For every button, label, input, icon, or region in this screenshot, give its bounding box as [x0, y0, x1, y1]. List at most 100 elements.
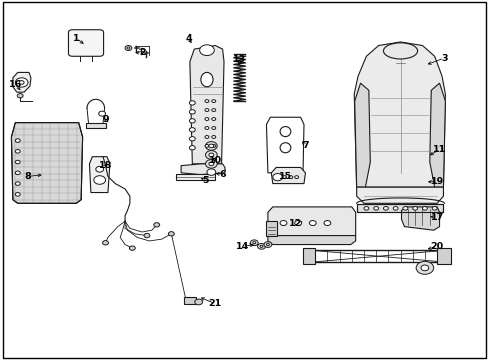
Bar	[436, 248, 450, 264]
Polygon shape	[266, 117, 304, 173]
Polygon shape	[13, 72, 31, 92]
Circle shape	[15, 78, 28, 87]
Text: 7: 7	[302, 141, 308, 150]
Circle shape	[294, 221, 301, 226]
Ellipse shape	[383, 43, 417, 59]
Bar	[356, 204, 443, 212]
Circle shape	[420, 265, 428, 271]
Circle shape	[252, 242, 255, 244]
Circle shape	[154, 223, 159, 227]
Circle shape	[15, 193, 20, 196]
FancyBboxPatch shape	[68, 30, 103, 56]
Circle shape	[205, 141, 217, 150]
Circle shape	[208, 162, 213, 166]
Ellipse shape	[201, 72, 213, 87]
Circle shape	[211, 118, 215, 121]
Text: 18: 18	[99, 161, 112, 170]
Bar	[303, 248, 315, 264]
Circle shape	[94, 176, 105, 184]
Circle shape	[96, 166, 103, 172]
Text: 3: 3	[440, 54, 447, 63]
Circle shape	[260, 245, 263, 247]
Circle shape	[129, 246, 135, 250]
Text: 16: 16	[9, 81, 22, 90]
Circle shape	[288, 176, 292, 179]
Circle shape	[211, 144, 215, 147]
Ellipse shape	[280, 143, 290, 153]
Polygon shape	[353, 42, 445, 187]
Circle shape	[205, 150, 217, 159]
Circle shape	[373, 207, 378, 210]
Circle shape	[266, 243, 269, 246]
Circle shape	[144, 233, 150, 238]
Circle shape	[250, 240, 258, 246]
Circle shape	[206, 169, 215, 175]
Circle shape	[189, 101, 195, 105]
Bar	[266, 221, 277, 235]
Bar	[86, 123, 105, 128]
Bar	[356, 204, 443, 212]
Circle shape	[415, 261, 433, 274]
Polygon shape	[354, 83, 369, 187]
Circle shape	[199, 45, 214, 55]
Circle shape	[15, 182, 20, 185]
Text: 9: 9	[102, 114, 109, 123]
Circle shape	[189, 119, 195, 123]
Circle shape	[402, 207, 407, 210]
Circle shape	[189, 128, 195, 132]
Text: 12: 12	[288, 219, 302, 228]
Circle shape	[257, 243, 265, 249]
Circle shape	[431, 207, 436, 210]
Text: 10: 10	[208, 156, 222, 165]
Circle shape	[19, 81, 24, 84]
Circle shape	[204, 118, 208, 121]
Circle shape	[272, 174, 282, 181]
Bar	[176, 174, 215, 180]
Circle shape	[363, 207, 368, 210]
Circle shape	[422, 207, 427, 210]
Circle shape	[194, 299, 202, 305]
Text: 8: 8	[24, 172, 31, 181]
Circle shape	[15, 171, 20, 175]
Circle shape	[294, 176, 298, 179]
Circle shape	[208, 144, 213, 148]
Circle shape	[309, 221, 316, 226]
Circle shape	[204, 100, 208, 103]
Polygon shape	[271, 167, 305, 184]
Circle shape	[205, 159, 217, 168]
Polygon shape	[429, 83, 445, 187]
Polygon shape	[181, 164, 224, 175]
Text: 4: 4	[185, 34, 191, 43]
Circle shape	[211, 100, 215, 103]
Polygon shape	[89, 157, 110, 193]
Bar	[183, 297, 195, 304]
Circle shape	[127, 47, 130, 49]
Circle shape	[211, 127, 215, 130]
Polygon shape	[356, 187, 443, 203]
Ellipse shape	[280, 127, 290, 136]
Circle shape	[211, 109, 215, 112]
Polygon shape	[267, 207, 355, 241]
Text: 15: 15	[279, 172, 292, 181]
Text: 2: 2	[139, 48, 145, 57]
Circle shape	[412, 207, 417, 210]
Polygon shape	[267, 235, 355, 244]
Circle shape	[15, 149, 20, 153]
Circle shape	[102, 240, 108, 245]
Polygon shape	[401, 207, 439, 230]
Text: 11: 11	[432, 145, 445, 154]
Circle shape	[280, 221, 286, 226]
Text: 13: 13	[233, 55, 245, 64]
Text: 19: 19	[429, 177, 443, 186]
Circle shape	[204, 144, 208, 147]
Circle shape	[383, 207, 387, 210]
Text: 6: 6	[219, 170, 225, 179]
Circle shape	[189, 145, 195, 150]
Polygon shape	[11, 123, 82, 203]
Circle shape	[168, 231, 174, 236]
Circle shape	[17, 94, 23, 98]
Circle shape	[99, 111, 105, 116]
Circle shape	[204, 109, 208, 112]
Text: 21: 21	[208, 299, 222, 308]
Circle shape	[211, 135, 215, 138]
